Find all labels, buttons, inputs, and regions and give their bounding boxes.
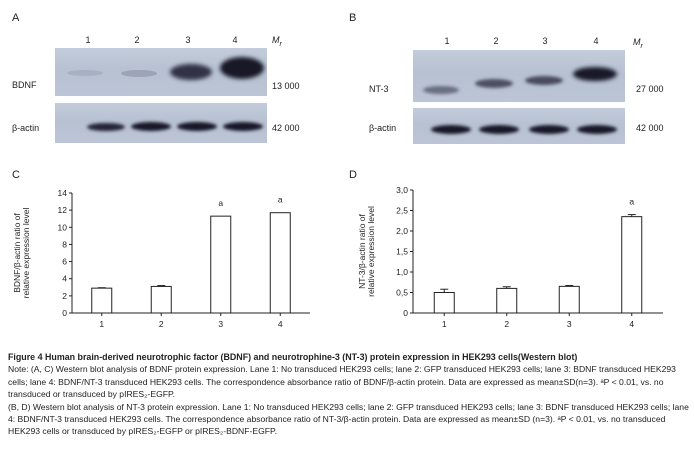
y-tick-label: 0 (403, 308, 408, 318)
caption-title: Figure 4 Human brain-derived neurotrophi… (8, 352, 578, 362)
y-tick-label: 2,0 (396, 226, 408, 236)
molecular-weight-header: Mr (633, 37, 643, 50)
y-tick-label: 0 (62, 308, 67, 318)
bar (433, 292, 455, 314)
lane-number: 3 (542, 36, 548, 46)
mw-label-beta-actin-b: 42 000 (636, 123, 664, 133)
blot-band (87, 123, 125, 131)
blot-nt3 (413, 50, 625, 102)
blot-band (431, 125, 471, 134)
blot-band (170, 64, 212, 80)
y-tick-label: 4 (62, 274, 67, 284)
bar (269, 212, 291, 314)
bar-chart-nt3: NT-3/β-actin ratio of relative expression… (357, 185, 663, 329)
blot-band (67, 70, 103, 76)
x-tick-label: 2 (504, 319, 509, 329)
bar (210, 215, 232, 314)
blot-label-beta-actin-b: β-actin (369, 123, 397, 133)
x-tick-label: 3 (218, 319, 223, 329)
x-tick-label: 3 (567, 319, 572, 329)
blot-band (177, 122, 217, 131)
x-tick-label: 4 (278, 319, 283, 329)
blot-label-nt3: NT-3 (369, 84, 389, 94)
blot-band (220, 57, 264, 79)
x-tick-label: 1 (442, 319, 447, 329)
lane-number: 1 (85, 35, 91, 45)
bar-chart-bdnf: BDNF/β-actin ratio of relative expression… (12, 188, 310, 329)
significance-label: a (218, 198, 223, 208)
caption-note-ac: Note: (A, C) Western blot analysis of BD… (8, 364, 676, 400)
y-axis-label: relative expression level (366, 206, 376, 297)
lane-number: 2 (134, 35, 140, 45)
y-tick-label: 10 (58, 222, 68, 232)
y-tick-label: 1,5 (396, 247, 408, 257)
y-tick-label: 8 (62, 239, 67, 249)
significance-label: a (278, 195, 283, 205)
blot-band (573, 67, 617, 81)
panel-letter-b: B (349, 12, 357, 24)
blot-beta-actin-b (413, 108, 625, 144)
y-tick-label: 1,0 (396, 267, 408, 277)
bar (91, 287, 113, 314)
blot-band (577, 125, 617, 134)
blot-band (131, 122, 171, 131)
blot-label-beta-actin-a: β-actin (12, 123, 40, 133)
y-tick-label: 2,5 (396, 206, 408, 216)
mw-label-bdnf: 13 000 (272, 81, 300, 91)
blot-bdnf (55, 48, 267, 96)
blot-band (525, 76, 563, 85)
molecular-weight-header: Mr (272, 35, 282, 48)
lane-number: 4 (232, 35, 238, 45)
bar (496, 287, 518, 314)
x-tick-label: 2 (159, 319, 164, 329)
y-tick-label: 3,0 (396, 185, 408, 195)
blot-label-bdnf: BDNF (12, 80, 37, 90)
lane-number: 1 (444, 36, 450, 46)
figure-caption: Figure 4 Human brain-derived neurotrophi… (8, 351, 692, 438)
blot-band (423, 86, 459, 94)
lane-number: 2 (493, 36, 499, 46)
mw-label-beta-actin-a: 42 000 (272, 123, 300, 133)
blot-band (121, 70, 157, 77)
lane-number: 4 (593, 36, 599, 46)
blot-beta-actin-a (55, 103, 267, 143)
x-tick-label: 4 (629, 319, 634, 329)
bar (558, 285, 580, 314)
blot-band (529, 125, 569, 134)
panel-letter-d: D (349, 169, 357, 181)
blot-band (479, 125, 519, 134)
y-axis-label: NT-3/β-actin ratio of (357, 213, 367, 288)
panel-letter-a: A (12, 12, 20, 24)
y-tick-label: 14 (58, 188, 68, 198)
y-tick-label: 0,5 (396, 288, 408, 298)
significance-label: a (629, 197, 634, 207)
mw-label-nt3: 27 000 (636, 84, 664, 94)
lane-number: 3 (185, 35, 191, 45)
panel-letter-c: C (12, 169, 20, 181)
blot-band (475, 79, 513, 88)
x-tick-label: 1 (99, 319, 104, 329)
y-tick-label: 12 (58, 205, 68, 215)
y-axis-label: BDNF/β-actin ratio of (12, 213, 22, 293)
caption-note-bd: (B, D) Western blot analysis of NT-3 pro… (8, 401, 689, 437)
bar (150, 285, 172, 314)
y-tick-label: 2 (62, 291, 67, 301)
y-tick-label: 6 (62, 257, 67, 267)
bar (621, 216, 643, 314)
blot-band (223, 122, 263, 131)
y-axis-label: relative expression level (21, 208, 31, 299)
